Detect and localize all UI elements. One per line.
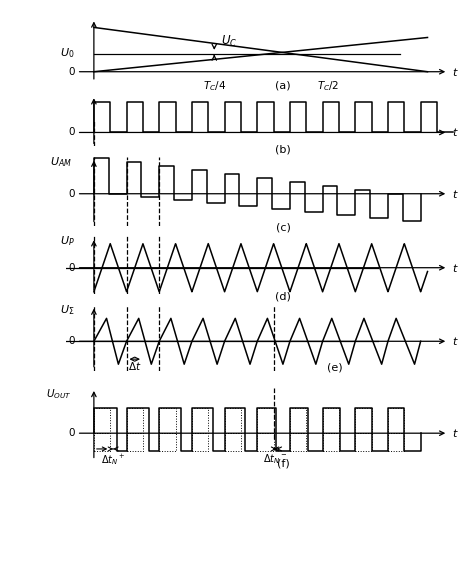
Text: $U_0$: $U_0$ [61, 47, 75, 61]
Bar [225, 433, 241, 451]
Text: $\Delta t_N{}^-$: $\Delta t_N{}^-$ [263, 452, 287, 466]
Bar [388, 433, 404, 451]
Text: $T_C/2$: $T_C/2$ [317, 79, 339, 93]
Text: $t$: $t$ [452, 427, 458, 439]
Bar [257, 433, 273, 451]
Bar [356, 433, 372, 451]
Text: $t$: $t$ [452, 188, 458, 200]
Text: $U_{AM}$: $U_{AM}$ [50, 155, 72, 169]
Bar [290, 433, 306, 451]
Text: $U_\Sigma$: $U_\Sigma$ [60, 303, 75, 317]
Text: $U_C$: $U_C$ [221, 34, 237, 49]
Text: (b): (b) [275, 144, 291, 154]
Text: 0: 0 [68, 336, 75, 346]
Bar [225, 408, 241, 433]
Text: 0: 0 [68, 66, 75, 77]
Text: (e): (e) [327, 362, 342, 372]
Bar [356, 408, 372, 433]
Text: $T_C/4$: $T_C/4$ [202, 79, 226, 93]
Text: (d): (d) [275, 291, 291, 301]
Text: $U_{OUT}$: $U_{OUT}$ [46, 387, 72, 401]
Bar [94, 433, 110, 451]
Text: (a): (a) [275, 80, 291, 91]
Text: 0: 0 [68, 263, 75, 273]
Bar [159, 433, 175, 451]
Bar [127, 433, 143, 451]
Text: 0: 0 [68, 189, 75, 199]
Bar [127, 408, 143, 433]
Text: $\Delta t$: $\Delta t$ [128, 360, 141, 372]
Bar [192, 433, 208, 451]
Text: $t$: $t$ [452, 127, 458, 139]
Text: 0: 0 [68, 428, 75, 438]
Text: $t$: $t$ [452, 335, 458, 347]
Bar [323, 433, 339, 451]
Text: $\Delta t_N{}^+$: $\Delta t_N{}^+$ [101, 452, 125, 466]
Bar [159, 408, 175, 433]
Bar [323, 408, 339, 433]
Text: $U_P$: $U_P$ [60, 234, 75, 248]
Bar [388, 408, 404, 433]
Text: (f): (f) [277, 459, 290, 469]
Text: $t$: $t$ [452, 262, 458, 274]
Bar [94, 408, 110, 433]
Text: $t$: $t$ [452, 66, 458, 77]
Bar [192, 408, 208, 433]
Text: 0: 0 [68, 128, 75, 138]
Bar [290, 408, 306, 433]
Text: (c): (c) [275, 222, 291, 232]
Bar [257, 408, 273, 433]
